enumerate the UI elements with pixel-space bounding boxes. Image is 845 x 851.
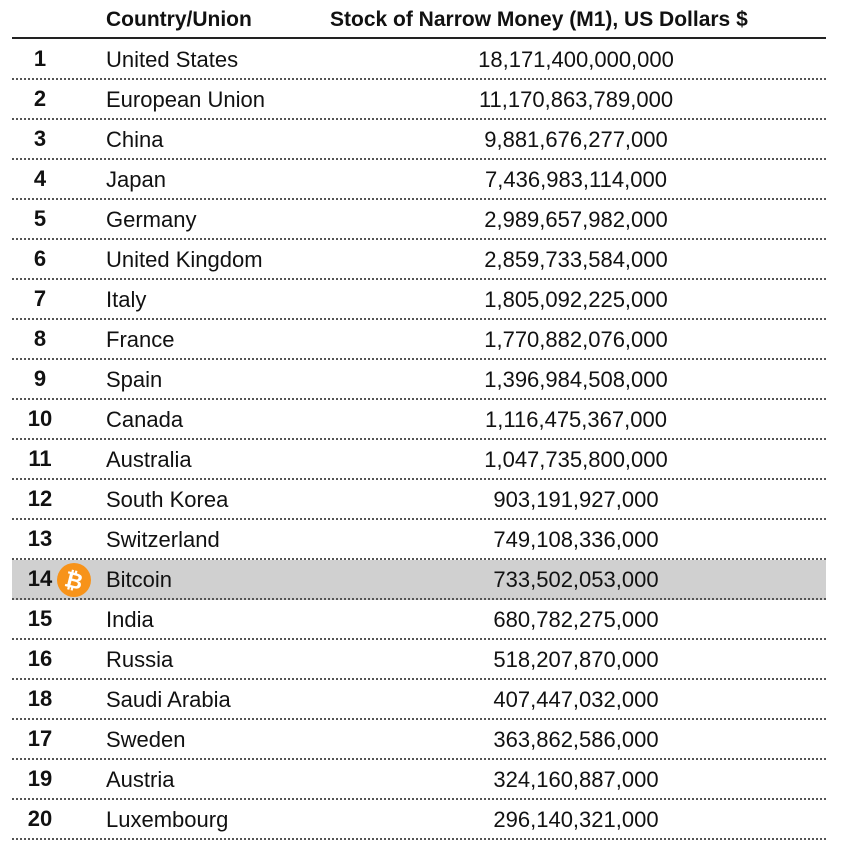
- country-name: Sweden: [106, 727, 186, 752]
- country-name: Canada: [106, 407, 184, 432]
- rank-label: 10: [27, 406, 53, 431]
- rank-label: 18: [27, 686, 53, 711]
- table-row: 6 United Kingdom 2,859,733,584,000: [12, 240, 826, 280]
- rank-label: 15: [27, 606, 53, 631]
- rank-label: 9: [33, 366, 47, 391]
- table-row: 7 Italy 1,805,092,225,000: [12, 280, 826, 320]
- country-name: European Union: [106, 87, 266, 112]
- rank-label: 2: [33, 86, 47, 111]
- m1-value: 1,805,092,225,000: [484, 287, 668, 312]
- bitcoin-icon: ₿: [57, 563, 91, 597]
- rank-label: 13: [27, 526, 53, 551]
- rank-label: 17: [27, 726, 53, 751]
- m1-value: 407,447,032,000: [493, 687, 659, 712]
- rank-label: 14: [27, 566, 53, 591]
- country-name: India: [106, 607, 154, 632]
- country-name: Japan: [106, 167, 166, 192]
- m1-value: 903,191,927,000: [493, 487, 659, 512]
- table-row: 2 European Union 11,170,863,789,000: [12, 80, 826, 120]
- country-name: France: [106, 327, 175, 352]
- country-name: South Korea: [106, 487, 229, 512]
- table-row: 13 Switzerland 749,108,336,000: [12, 520, 826, 560]
- m1-value: 680,782,275,000: [493, 607, 659, 632]
- m1-value: 2,859,733,584,000: [484, 247, 668, 272]
- country-name: Germany: [106, 207, 197, 232]
- table-row: 15 India 680,782,275,000: [12, 600, 826, 640]
- table-row: 12 South Korea 903,191,927,000: [12, 480, 826, 520]
- m1-value: 324,160,887,000: [493, 767, 659, 792]
- table-row: 17 Sweden 363,862,586,000: [12, 720, 826, 760]
- table-row: 10 Canada 1,116,475,367,000: [12, 400, 826, 440]
- table-body: 1 United States 18,171,400,000,000 2 Europea…: [12, 40, 826, 840]
- table-row: 4 Japan 7,436,983,114,000: [12, 160, 826, 200]
- table-row: 20 Luxembourg 296,140,321,000: [12, 800, 826, 840]
- country-name: Austria: [106, 767, 175, 792]
- m1-value: 1,396,984,508,000: [484, 367, 668, 392]
- table-row: 11 Australia 1,047,735,800,000: [12, 440, 826, 480]
- m1-value: 733,502,053,000: [493, 567, 659, 592]
- rank-label: 8: [33, 326, 47, 351]
- country-name: United States: [106, 47, 239, 72]
- table-row: 1 United States 18,171,400,000,000: [12, 40, 826, 80]
- rank-label: 11: [28, 446, 52, 471]
- rank-label: 7: [33, 286, 47, 311]
- table-row: 3 China 9,881,676,277,000: [12, 120, 826, 160]
- rank-label: 20: [27, 806, 53, 831]
- bitcoin-coin-circle: [57, 563, 91, 597]
- m1-value: 7,436,983,114,000: [485, 167, 667, 192]
- table-row-highlighted: 14 ₿ Bitcoin 733,502,053,000: [12, 560, 826, 600]
- country-name: Bitcoin: [106, 567, 173, 592]
- table-header: Country/Union Stock of Narrow Money (M1)…: [0, 0, 845, 38]
- m1-value: 1,047,735,800,000: [484, 447, 668, 472]
- m1-value: 749,108,336,000: [493, 527, 659, 552]
- table-row: 18 Saudi Arabia 407,447,032,000: [12, 680, 826, 720]
- table-row: 9 Spain 1,396,984,508,000: [12, 360, 826, 400]
- country-name: Italy: [106, 287, 147, 312]
- table-row: 16 Russia 518,207,870,000: [12, 640, 826, 680]
- country-name: Russia: [106, 647, 174, 672]
- m1-value: 9,881,676,277,000: [484, 127, 668, 152]
- table-row: 8 France 1,770,882,076,000: [12, 320, 826, 360]
- country-name: China: [106, 127, 164, 152]
- m1-value: 296,140,321,000: [493, 807, 659, 832]
- rank-label: 12: [27, 486, 53, 511]
- m1-value: 11,170,863,789,000: [478, 87, 674, 112]
- rank-label: 19: [27, 766, 53, 791]
- m1-value: 18,171,400,000,000: [478, 47, 674, 72]
- m1-value: 1,770,882,076,000: [484, 327, 668, 352]
- table-row: 19 Austria 324,160,887,000: [12, 760, 826, 800]
- header-value: Stock of Narrow Money (M1), US Dollars $: [330, 8, 748, 31]
- country-name: Switzerland: [106, 527, 220, 552]
- country-name: United Kingdom: [106, 247, 263, 272]
- rank-label: 1: [33, 46, 47, 71]
- bitcoin-symbol: ₿: [62, 567, 85, 596]
- m1-value: 1,116,475,367,000: [485, 407, 667, 432]
- rank-label: 3: [33, 126, 47, 151]
- rank-label: 6: [33, 246, 47, 271]
- m1-value: 518,207,870,000: [493, 647, 659, 672]
- m1-value: 2,989,657,982,000: [484, 207, 668, 232]
- header-rule: [12, 37, 826, 39]
- country-name: Australia: [106, 447, 192, 472]
- country-name: Spain: [106, 367, 163, 392]
- country-name: Luxembourg: [106, 807, 229, 832]
- m1-value: 363,862,586,000: [493, 727, 659, 752]
- rank-label: 4: [33, 166, 47, 191]
- rank-label: 5: [33, 206, 47, 231]
- header-country: Country/Union: [106, 8, 252, 31]
- country-name: Saudi Arabia: [106, 687, 231, 712]
- table-row: 5 Germany 2,989,657,982,000: [12, 200, 826, 240]
- rank-label: 16: [27, 646, 53, 671]
